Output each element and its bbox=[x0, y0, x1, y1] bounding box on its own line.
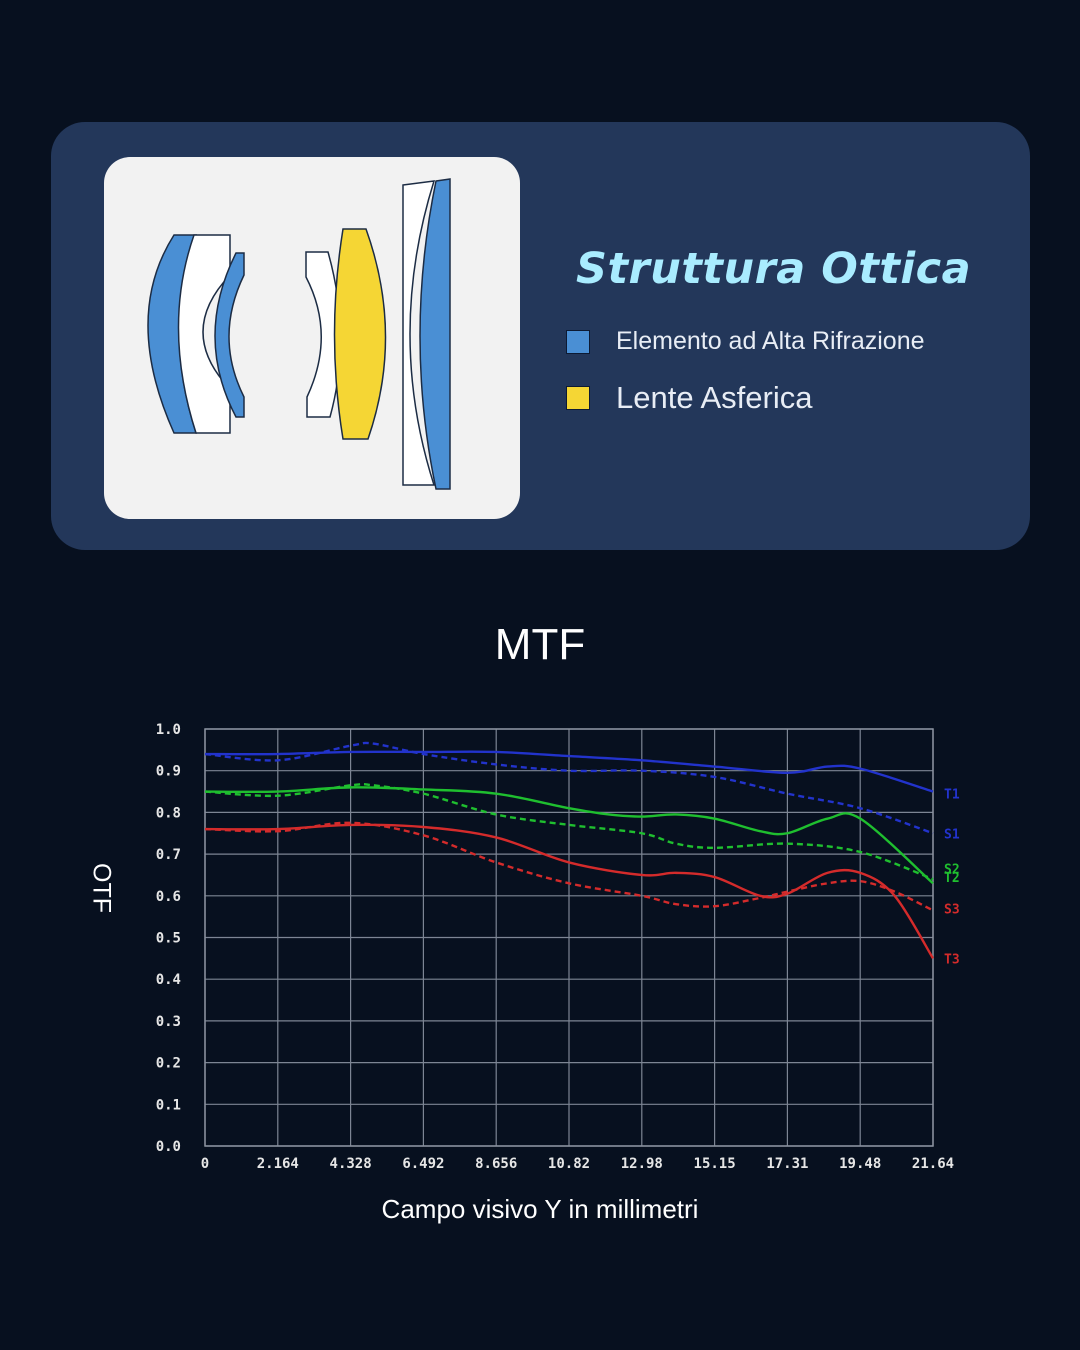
series-line-t3 bbox=[204, 823, 935, 959]
y-tick-label: 0.1 bbox=[156, 1097, 181, 1113]
x-tick-label: 19.48 bbox=[839, 1156, 881, 1172]
x-axis-title: Campo visivo Y in millimetri bbox=[381, 1194, 699, 1224]
y-tick-label: 0.0 bbox=[156, 1139, 181, 1155]
series-end-label-t3: T3 bbox=[944, 952, 960, 967]
legend-swatch-yellow bbox=[566, 386, 590, 410]
x-tick-label: 10.82 bbox=[548, 1156, 590, 1172]
x-tick-label: 17.31 bbox=[766, 1156, 808, 1172]
series-line-s1 bbox=[204, 741, 934, 835]
series-line-t1 bbox=[204, 750, 934, 793]
x-tick-label: 21.64 bbox=[912, 1156, 954, 1172]
chart-title: MTF bbox=[494, 620, 586, 669]
series-end-label-s1: S1 bbox=[944, 827, 960, 842]
y-tick-label: 0.4 bbox=[156, 972, 181, 988]
y-tick-label: 0.8 bbox=[156, 805, 181, 821]
series-end-label-t2: T2 bbox=[944, 871, 960, 886]
legend-high-refraction: Elemento ad Alta Rifrazione bbox=[566, 327, 925, 356]
legend-aspherical: Lente Asferica bbox=[566, 380, 812, 416]
y-tick-label: 0.6 bbox=[156, 889, 181, 905]
lens-element-3 bbox=[214, 252, 245, 418]
optical-structure-card: Struttura Ottica Elemento ad Alta Rifraz… bbox=[51, 122, 1030, 550]
series-line-t2 bbox=[204, 786, 934, 885]
y-tick-label: 0.3 bbox=[156, 1014, 181, 1030]
lens-element-5 bbox=[333, 228, 387, 440]
x-tick-label: 8.656 bbox=[475, 1156, 517, 1172]
series-line-s3 bbox=[204, 821, 934, 912]
x-tick-label: 6.492 bbox=[402, 1156, 444, 1172]
lens-element-6 bbox=[402, 180, 436, 486]
legend-label-high-refraction: Elemento ad Alta Rifrazione bbox=[616, 327, 925, 355]
plot-frame bbox=[204, 728, 934, 1147]
y-tick-label: 0.7 bbox=[156, 847, 181, 863]
y-tick-label: 0.9 bbox=[156, 764, 181, 780]
series-line-s2 bbox=[204, 782, 934, 881]
series-end-label-s2: S2 bbox=[944, 863, 960, 878]
x-tick-label: 15.15 bbox=[694, 1156, 736, 1172]
lens-diagram bbox=[104, 157, 520, 519]
x-tick-label: 12.98 bbox=[621, 1156, 663, 1172]
optical-structure-title: Struttura Ottica bbox=[576, 244, 972, 294]
lens-elements-diagram bbox=[147, 178, 451, 490]
x-tick-label: 2.164 bbox=[257, 1156, 299, 1172]
y-tick-label: 1.0 bbox=[156, 722, 181, 738]
legend-label-aspherical: Lente Asferica bbox=[616, 380, 813, 415]
x-tick-label: 4.328 bbox=[330, 1156, 372, 1172]
x-tick-label: 0 bbox=[201, 1156, 209, 1172]
legend-swatch-blue bbox=[566, 329, 590, 354]
lens-element-2 bbox=[177, 234, 231, 434]
y-tick-label: 0.2 bbox=[156, 1056, 181, 1072]
lens-element-7 bbox=[419, 178, 451, 490]
y-tick-label: 0.5 bbox=[156, 931, 181, 947]
series-end-label-s3: S3 bbox=[944, 902, 960, 917]
series-end-label-t1: T1 bbox=[944, 788, 960, 803]
